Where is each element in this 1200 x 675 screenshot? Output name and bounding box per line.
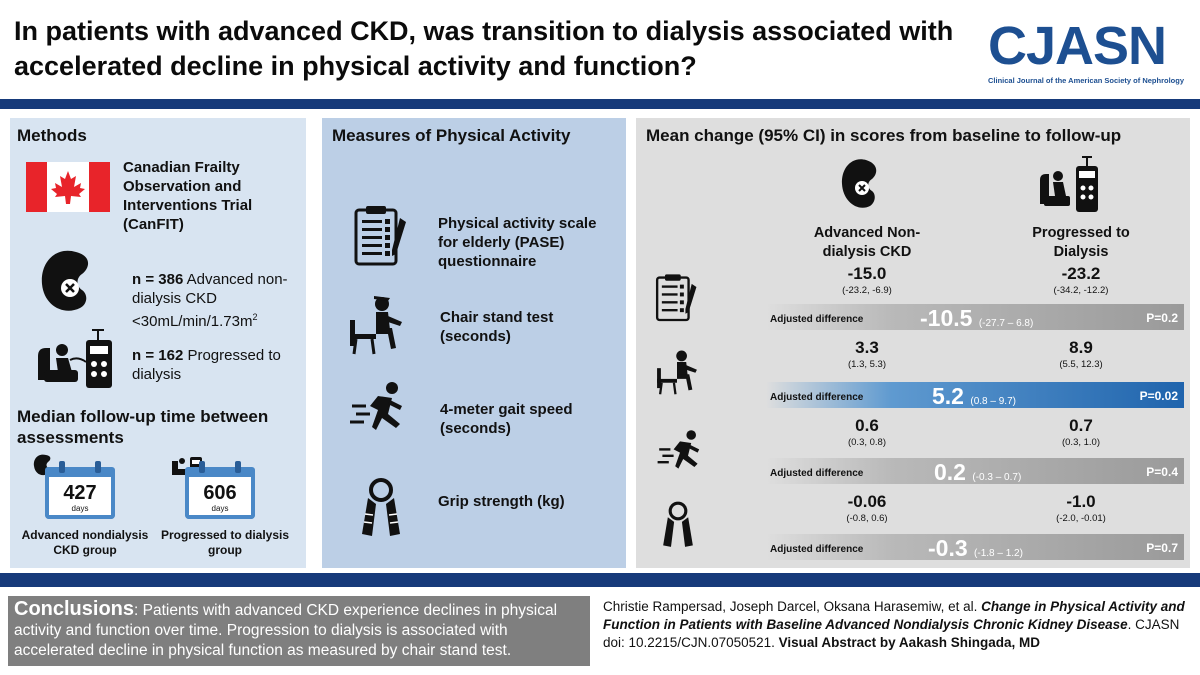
adjusted-label: Adjusted difference (770, 544, 864, 555)
kidney-icon (41, 250, 89, 311)
pase-ckd-value: -15.0 (847, 264, 887, 283)
dialysis-followup-unit: days (211, 504, 229, 513)
header: In patients with advanced CKD, was trans… (0, 0, 1200, 98)
conclusions-box: Conclusions: Patients with advanced CKD … (8, 596, 590, 666)
chair-p-value: P=0.02 (1139, 389, 1178, 403)
column-header-ckd: Advanced Non-dialysis CKD (813, 225, 921, 260)
measure-gait-speed: 4-meter gait speed (seconds) (440, 401, 573, 437)
pase-adj-number: -10.5 (920, 305, 973, 331)
pase-ckd-ci: (-23.2, -6.9) (842, 285, 892, 296)
citation: Christie Rampersad, Joseph Darcel, Oksan… (603, 598, 1191, 652)
dialysis-group-label: Progressed to dialysis group (160, 528, 290, 557)
pase-dialysis-ci: (-34.2, -12.2) (1053, 285, 1109, 296)
grip-ckd-ci: (-0.8, 0.6) (846, 513, 888, 524)
grip-ckd-value: -0.06 (847, 492, 887, 511)
running-icon (350, 382, 402, 430)
pase-adj-ci: (-27.7 – 6.8) (978, 318, 1034, 329)
n-ckd-text: n = 386 Advanced non-dialysis CKD <30mL/… (132, 270, 302, 331)
n-dialysis-count: n = 162 (132, 347, 184, 364)
gait-dialysis-value: 0.7 (1069, 416, 1093, 435)
measure-chair-stand: Chair stand test (seconds) (440, 309, 554, 345)
canada-flag-icon (26, 162, 110, 212)
measures-panel: Measures of Physical Activity Physical a… (322, 118, 626, 568)
grip-adjusted-value: -0.3 (-1.8 – 1.2) (928, 535, 1023, 562)
pase-adjusted-row: Adjusted difference -10.5 (-27.7 – 6.8) … (766, 304, 1184, 332)
gait-ckd-value: 0.6 (855, 416, 879, 435)
measures-heading: Measures of Physical Activity (332, 126, 571, 145)
ckd-followup-days: 427 (63, 482, 97, 504)
gait-adjusted-row: Adjusted difference 0.2 (-0.3 – 0.7) P=0… (766, 458, 1184, 486)
adjusted-label: Adjusted difference (770, 314, 864, 325)
chair-dialysis-value: 8.9 (1069, 338, 1093, 357)
pase-p-value: P=0.2 (1146, 311, 1178, 325)
chair-ckd-value: 3.3 (855, 338, 879, 357)
cjasn-logo: CJASN Clinical Journal of the American S… (988, 18, 1184, 88)
dialysis-icon (1040, 156, 1098, 212)
grip-p-value: P=0.7 (1146, 541, 1178, 555)
gait-p-value: P=0.4 (1146, 465, 1178, 479)
conclusions-label: Conclusions (14, 598, 135, 620)
n-dialysis-text: n = 162 Progressed to dialysis (132, 346, 302, 384)
dialysis-followup-days: 606 (203, 482, 237, 504)
conclusions-text: : Patients with advanced CKD experience … (14, 602, 558, 659)
citation-journal: . CJASN doi: 10.2215/CJN.07050521. (603, 617, 1180, 650)
grip-adjusted-row: Adjusted difference -0.3 (-1.8 – 1.2) P=… (766, 534, 1184, 562)
kidney-icon (841, 159, 877, 208)
chair-ckd-ci: (1.3, 5.3) (847, 359, 887, 370)
gait-adj-number: 0.2 (934, 459, 966, 485)
gait-adjusted-value: 0.2 (-0.3 – 0.7) (934, 459, 1021, 486)
content-area: Methods Canadian Frailty Observation and… (0, 111, 1200, 573)
chair-adj-number: 5.2 (932, 383, 964, 409)
logo-subtitle: Clinical Journal of the American Society… (988, 76, 1185, 85)
chair-adjusted-value: 5.2 (0.8 – 9.7) (932, 383, 1016, 410)
gait-dialysis-ci: (0.3, 1.0) (1061, 437, 1101, 448)
pase-adjusted-value: -10.5 (-27.7 – 6.8) (920, 305, 1033, 332)
pase-dialysis-value: -23.2 (1061, 264, 1101, 283)
calendar-dialysis: 606 days (185, 459, 255, 519)
n-ckd-count: n = 386 (132, 271, 184, 288)
ckd-followup-unit: days (71, 504, 89, 513)
gait-adj-ci: (-0.3 – 0.7) (972, 472, 1022, 483)
chair-dialysis-ci: (5.5, 12.3) (1059, 359, 1103, 370)
grip-adj-number: -0.3 (928, 535, 968, 561)
page-title: In patients with advanced CKD, was trans… (14, 16, 954, 81)
column-header-dialysis: Progressed to Dialysis (1032, 225, 1130, 260)
ckd-group-label: Advanced nondialysis CKD group (21, 528, 149, 557)
citation-authors: Christie Rampersad, Joseph Darcel, Oksan… (603, 599, 982, 614)
n-ckd-desc: Advanced non-dialysis CKD <30mL/min/1.73… (132, 271, 288, 330)
grip-adj-ci: (-1.8 – 1.2) (974, 548, 1023, 559)
methods-panel: Methods Canadian Frailty Observation and… (10, 118, 306, 568)
chair-stand-icon (657, 350, 697, 395)
bottom-divider (0, 573, 1200, 587)
logo-text: CJASN (988, 16, 1167, 76)
chair-stand-icon (350, 296, 402, 355)
citation-title: Change in Physical Activity and Function… (603, 599, 1185, 632)
n-dialysis-desc: Progressed to dialysis (132, 347, 281, 383)
adjusted-label: Adjusted difference (770, 392, 864, 403)
citation-credit: Visual Abstract by Aakash Shingada, MD (778, 635, 1040, 650)
adjusted-label: Adjusted difference (770, 468, 864, 479)
chair-adj-ci: (0.8 – 9.7) (970, 396, 1016, 407)
n-ckd-sup: 2 (252, 312, 258, 322)
measure-pase: Physical activity scale for elderly (PAS… (438, 215, 597, 270)
followup-heading: Median follow-up time between assessment… (17, 407, 269, 447)
running-icon (657, 430, 700, 469)
methods-heading: Methods (17, 126, 87, 145)
gait-ckd-ci: (0.3, 0.8) (847, 437, 887, 448)
grip-dialysis-value: -1.0 (1066, 492, 1096, 511)
clipboard-icon (655, 274, 697, 322)
grip-dialysis-ci: (-2.0, -0.01) (1056, 513, 1106, 524)
top-divider (0, 99, 1200, 109)
grip-icon (362, 478, 400, 536)
dialysis-icon (38, 329, 112, 388)
trial-name: Canadian Frailty Observation and Interve… (123, 159, 253, 233)
results-heading: Mean change (95% CI) in scores from base… (646, 126, 1122, 145)
grip-icon (663, 501, 693, 547)
clipboard-icon (354, 206, 406, 266)
calendar-ckd: 427 days (45, 459, 115, 519)
chair-adjusted-row: Adjusted difference 5.2 (0.8 – 9.7) P=0.… (766, 382, 1184, 410)
measure-grip: Grip strength (kg) (438, 493, 565, 510)
results-panel: Mean change (95% CI) in scores from base… (636, 118, 1190, 568)
